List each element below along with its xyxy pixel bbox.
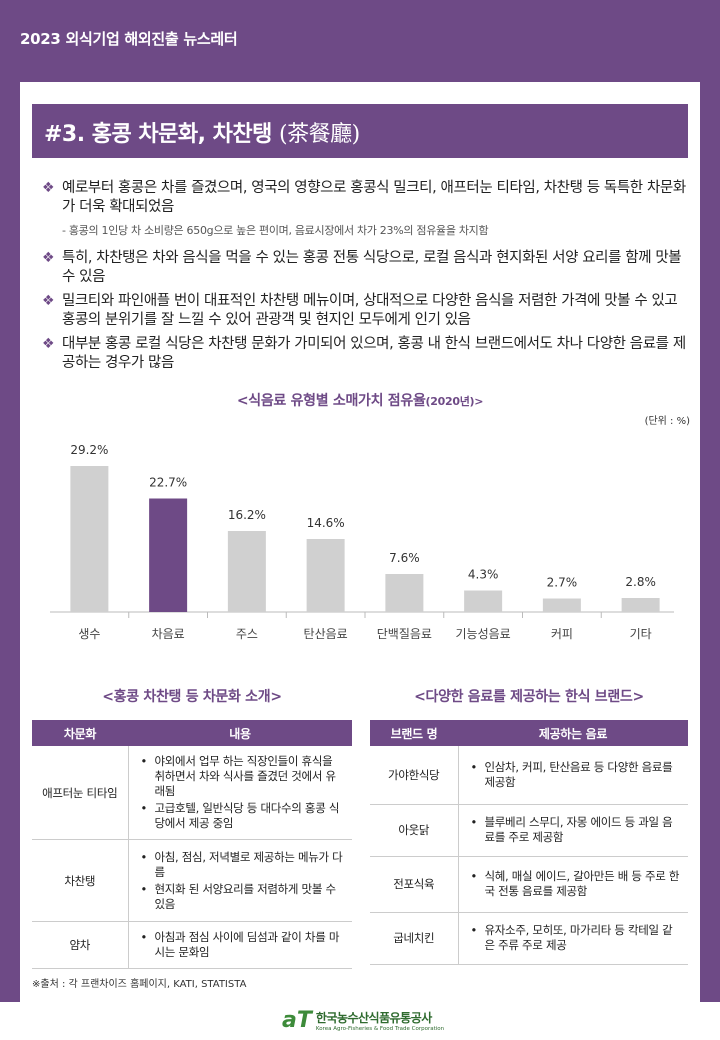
bar-3	[306, 539, 345, 612]
section-title-text: #3. 홍콩 차문화, 차찬탱	[44, 122, 272, 147]
brand-name: 전포식육	[370, 856, 459, 913]
list-item: 야외에서 업무 하는 직장인들이 휴식을 취하면서 차와 식사를 즐겼던 것에서…	[139, 754, 345, 799]
tea-culture-name: 얌차	[32, 921, 129, 969]
bar-6	[542, 598, 581, 612]
table-row: 애프터눈 티타임 야외에서 업무 하는 직장인들이 휴식을 취하면서 차와 식사…	[32, 746, 352, 840]
at-logo-icon: aT	[282, 1008, 312, 1033]
org-name-en: Korea Agro-Fisheries & Food Trade Corpor…	[315, 1026, 445, 1032]
table-row: 가야한식당 인삼차, 커피, 탄산음료 등 다양한 음료를 제공함	[370, 746, 688, 805]
bar-value-label: 16.2%	[228, 508, 266, 522]
bar-2	[227, 531, 266, 612]
list-item: 아침과 점심 사이에 딤섬과 같이 차를 마시는 문화임	[139, 930, 345, 960]
at-logo: aT 한국농수산식품유통공사 Korea Agro-Fisheries & Fo…	[282, 1008, 444, 1033]
diamond-bullet-icon: ❖	[42, 293, 55, 309]
bar-value-label: 4.3%	[468, 568, 499, 582]
bar-4	[385, 574, 424, 612]
category-label: 주스	[236, 627, 258, 641]
footer: aT 한국농수산식품유통공사 Korea Agro-Fisheries & Fo…	[0, 1002, 720, 1040]
org-name-kr: 한국농수산식품유통공사	[315, 1011, 432, 1025]
list-item: 블루베리 스무디, 자몽 에이드 등 과일 음료를 주로 제공함	[469, 815, 681, 845]
diamond-bullet-icon: ❖	[42, 336, 55, 352]
bullet-item: ❖ 특히, 차찬탱은 차와 음식을 먹을 수 있는 홍콩 전통 식당으로, 로컬…	[42, 249, 690, 287]
bar-1	[149, 498, 188, 612]
table-header: 브랜드 명	[370, 720, 458, 746]
diamond-bullet-icon: ❖	[42, 180, 55, 196]
bar-value-label: 7.6%	[389, 551, 420, 565]
brand-table-title: <다양한 음료를 제공하는 한식 브랜드>	[414, 689, 644, 705]
bullet-item: ❖ 예로부터 홍콩은 차를 즐겼으며, 영국의 영향으로 홍콩식 밀크티, 애프…	[42, 179, 690, 217]
brand-name: 아웃닭	[370, 804, 459, 857]
source-note: ※출처 : 각 프랜차이즈 홈페이지, KATI, STATISTA	[32, 979, 247, 990]
diamond-bullet-icon: ❖	[42, 250, 55, 266]
section-title: #3. 홍콩 차문화, 차찬탱 (茶餐廳)	[32, 104, 688, 158]
tea-culture-name: 차찬탱	[32, 839, 129, 922]
table-row: 전포식육 식혜, 매실 에이드, 갈아만든 배 등 주로 한국 전통 음료를 제…	[370, 856, 688, 913]
bullet-list: ❖ 예로부터 홍콩은 차를 즐겼으며, 영국의 영향으로 홍콩식 밀크티, 애프…	[42, 179, 690, 378]
chart-title: <식음료 유형별 소매가치 점유율(2020년)>	[20, 390, 700, 410]
category-label: 기타	[630, 627, 652, 641]
publication-title: 2023 외식기업 해외진출 뉴스레터	[20, 30, 238, 48]
bar-5	[464, 590, 503, 612]
bullet-text: 예로부터 홍콩은 차를 즐겼으며, 영국의 영향으로 홍콩식 밀크티, 애프터눈…	[62, 180, 686, 215]
list-item: 현지화 된 서양요리를 저렴하게 맛볼 수 있음	[139, 882, 345, 912]
category-label: 탄산음료	[304, 627, 348, 641]
list-item: 고급호텔, 일반식당 등 대다수의 홍콩 식당에서 제공 중임	[139, 801, 345, 831]
bullet-item: ❖ 밀크티와 파인애플 번이 대표적인 차찬탱 메뉴이며, 상대적으로 다양한 …	[42, 292, 690, 330]
table-row: 차찬탱 아침, 점심, 저녁별로 제공하는 메뉴가 다름 현지화 된 서양요리를…	[32, 839, 352, 922]
brand-name: 굽네치킨	[370, 912, 459, 965]
chart-title-year: (2020년)>	[425, 395, 484, 408]
korean-brand-table: 브랜드 명 제공하는 음료 가야한식당 인삼차, 커피, 탄산음료 등 다양한 …	[370, 720, 688, 965]
category-label: 커피	[551, 627, 573, 641]
bullet-item: ❖ 대부분 홍콩 로컬 식당은 차찬탱 문화가 가미되어 있으며, 홍콩 내 한…	[42, 335, 690, 373]
category-label: 차음료	[152, 627, 185, 641]
chart-title-text: <식음료 유형별 소매가치 점유율	[236, 393, 426, 409]
newsletter-page: #3. 홍콩 차문화, 차찬탱 (茶餐廳) ❖ 예로부터 홍콩은 차를 즐겼으며…	[20, 82, 700, 1002]
category-label: 생수	[78, 627, 100, 641]
bar-value-label: 29.2%	[70, 443, 108, 457]
table-header: 내용	[128, 720, 352, 746]
list-item: 아침, 점심, 저녁별로 제공하는 메뉴가 다름	[139, 850, 345, 880]
list-item: 인삼차, 커피, 탄산음료 등 다양한 음료를 제공함	[469, 760, 681, 790]
bar-0	[70, 466, 109, 612]
bar-chart: 29.2% 생수 22.7% 차음료 16.2% 주스 14.6% 탄산음료 7.6% 단백질음료…	[50, 443, 674, 641]
tea-table-title: <홍콩 차찬탱 등 차문화 소개>	[102, 689, 282, 705]
bar-value-label: 2.8%	[625, 575, 656, 589]
bullet-text: 밀크티와 파인애플 번이 대표적인 차찬탱 메뉴이며, 상대적으로 다양한 음식…	[62, 293, 678, 328]
table-row: 굽네치킨 유자소주, 모히또, 마가리타 등 칵테일 같은 주류 주로 제공	[370, 912, 688, 965]
list-item: 식혜, 매실 에이드, 갈아만든 배 등 주로 한국 전통 음료를 제공함	[469, 869, 681, 899]
brand-name: 가야한식당	[370, 746, 459, 805]
section-title-hanja: (茶餐廳)	[279, 122, 360, 147]
tea-culture-name: 애프터눈 티타임	[32, 746, 129, 840]
bullet-text: 대부분 홍콩 로컬 식당은 차찬탱 문화가 가미되어 있으며, 홍콩 내 한식 …	[62, 336, 686, 371]
table-header: 차문화	[32, 720, 128, 746]
bar-value-label: 2.7%	[547, 576, 578, 590]
list-item: 유자소주, 모히또, 마가리타 등 칵테일 같은 주류 주로 제공	[469, 923, 681, 953]
table-header: 제공하는 음료	[458, 720, 688, 746]
bar-value-label: 22.7%	[149, 476, 187, 490]
bar-value-label: 14.6%	[307, 516, 345, 530]
bar-7	[621, 598, 660, 612]
bullet-text: 특히, 차찬탱은 차와 음식을 먹을 수 있는 홍콩 전통 식당으로, 로컬 음…	[62, 250, 682, 285]
top-banner: 2023 외식기업 해외진출 뉴스레터	[0, 0, 720, 82]
table-row: 아웃닭 블루베리 스무디, 자몽 에이드 등 과일 음료를 주로 제공함	[370, 804, 688, 857]
table-row: 얌차 아침과 점심 사이에 딤섬과 같이 차를 마시는 문화임	[32, 921, 352, 969]
category-label: 기능성음료	[456, 627, 511, 641]
tea-culture-table: 차문화 내용 애프터눈 티타임 야외에서 업무 하는 직장인들이 휴식을 취하면…	[32, 720, 352, 969]
chart-unit: (단위 : %)	[644, 416, 690, 427]
category-label: 단백질음료	[377, 627, 432, 641]
bullet-subnote: - 홍콩의 1인당 차 소비량은 650g으로 높은 편이며, 음료시장에서 차…	[62, 224, 489, 237]
